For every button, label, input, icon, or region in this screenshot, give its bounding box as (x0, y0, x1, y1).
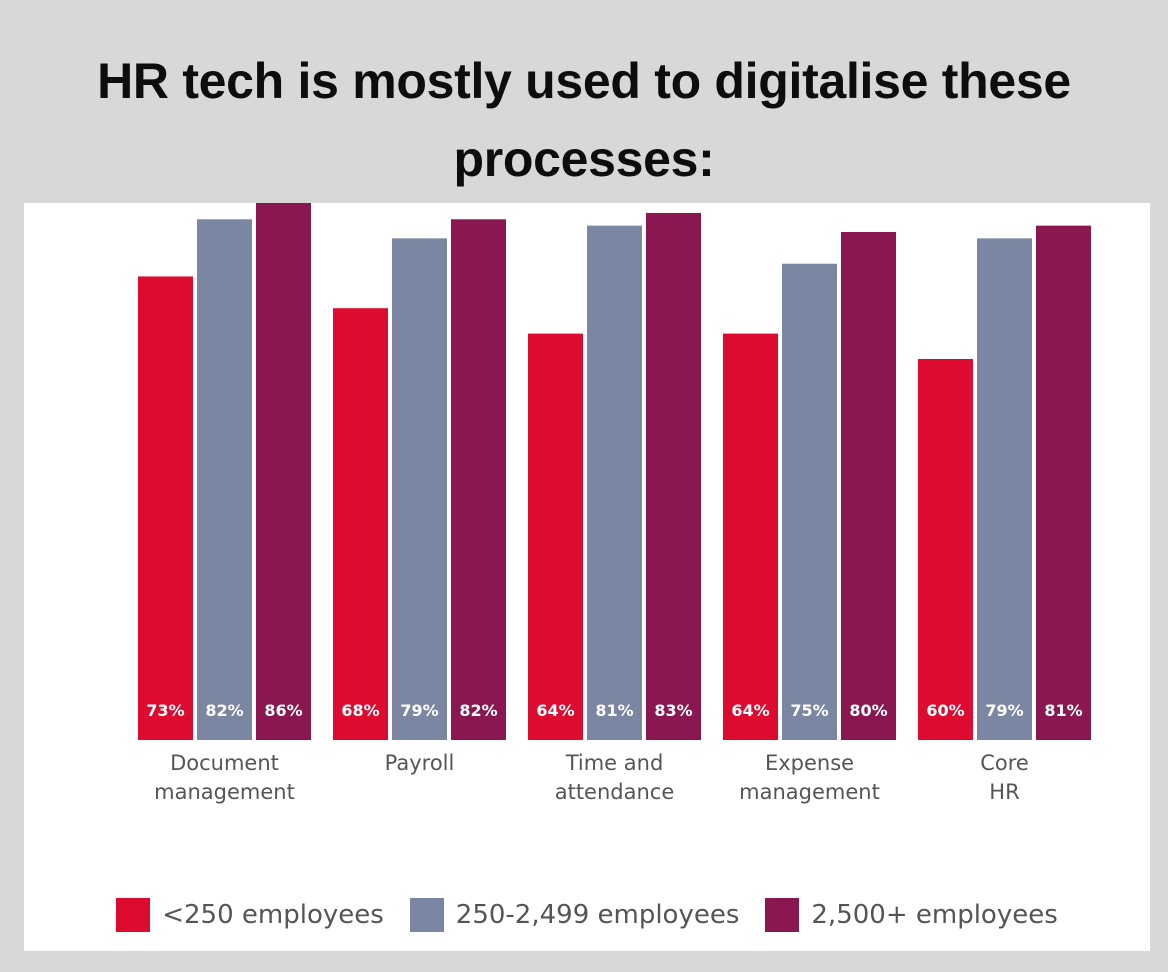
legend-swatch (409, 898, 444, 932)
category-label: Payroll (385, 751, 455, 775)
bar-value-label: 81% (595, 701, 633, 720)
bar-value-label: 75% (790, 701, 828, 720)
bar-4-1 (977, 238, 1032, 740)
legend-item: <250 employees (116, 898, 384, 932)
bar-3-2 (841, 232, 896, 740)
legend-item: 250-2,499 employees (409, 898, 740, 932)
bar-1-1 (392, 238, 447, 740)
bar-value-label: 80% (849, 701, 887, 720)
bar-value-label: 81% (1044, 701, 1082, 720)
bar-1-0 (333, 308, 388, 740)
bar-value-label: 79% (400, 701, 438, 720)
bar-value-label: 68% (341, 701, 379, 720)
bar-0-0 (138, 276, 193, 740)
bar-value-label: 86% (264, 701, 302, 720)
bar-value-label: 60% (926, 701, 964, 720)
category-label: attendance (555, 780, 675, 804)
bar-3-1 (782, 263, 837, 740)
category-label: Core (980, 751, 1029, 775)
bar-value-label: 79% (985, 701, 1023, 720)
bar-value-label: 64% (731, 701, 769, 720)
bar-2-1 (587, 225, 642, 740)
bar-chart: 73% 82% 86% Document management 68% 79% 82% Payr… (138, 203, 1091, 804)
bar-3-0 (723, 333, 778, 740)
legend-item: 2,500+ employees (765, 898, 1058, 932)
legend-swatch (765, 898, 800, 932)
bar-4-0 (918, 359, 973, 740)
legend-swatch (116, 898, 151, 932)
category-label: HR (989, 780, 1019, 804)
bar-value-label: 73% (146, 701, 184, 720)
bar-0-2 (256, 203, 311, 740)
chart-legend: <250 employees 250-2,499 employees 2,500+ … (24, 898, 1150, 932)
chart-title: HR tech is mostly used to digitalise the… (0, 42, 1168, 198)
category-label: Expense (765, 751, 854, 775)
legend-label: 250-2,499 employees (455, 900, 740, 930)
category-label: management (739, 780, 880, 804)
title-line-2: processes: (453, 131, 715, 187)
legend-label: 2,500+ employees (811, 900, 1058, 930)
category-label: management (154, 780, 295, 804)
bar-0-1 (197, 219, 252, 741)
bar-4-2 (1036, 225, 1091, 740)
title-line-1: HR tech is mostly used to digitalise the… (97, 53, 1071, 109)
chart-panel: 73% 82% 86% Document management 68% 79% 82% Payr… (24, 203, 1150, 951)
category-label: Document (170, 751, 279, 775)
bar-value-label: 82% (459, 701, 497, 720)
bar-value-label: 64% (536, 701, 574, 720)
bar-1-2 (451, 219, 506, 741)
category-label: Time and (565, 751, 664, 775)
bar-value-label: 83% (654, 701, 692, 720)
legend-label: <250 employees (162, 900, 384, 930)
bar-value-label: 82% (205, 701, 243, 720)
bar-2-0 (528, 333, 583, 740)
bar-2-2 (646, 212, 701, 740)
